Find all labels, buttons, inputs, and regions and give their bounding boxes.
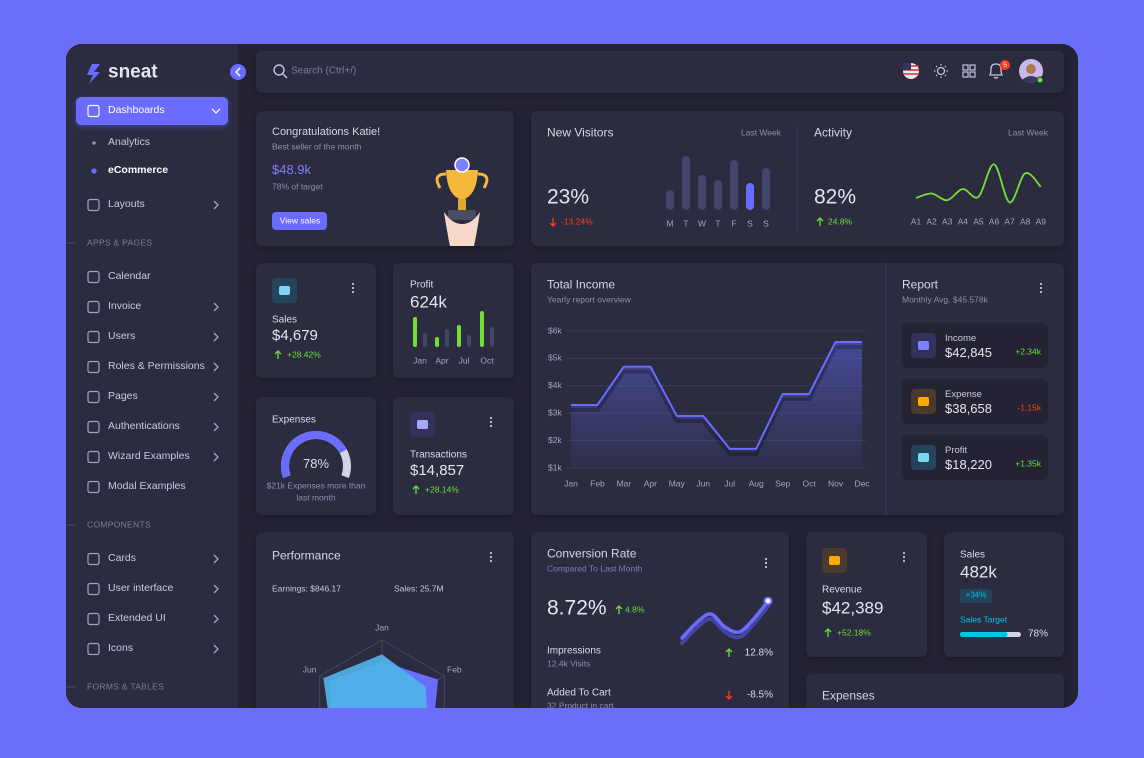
value: 624k: [410, 292, 447, 312]
card-title: Report: [902, 277, 939, 292]
progress-label: 78%: [1027, 628, 1048, 640]
item-label: Profit: [945, 444, 968, 456]
navbar: [256, 51, 1064, 93]
card-title: Conversion Rate: [547, 546, 637, 561]
item-change: -1.15k: [1017, 402, 1041, 413]
card-title: Expenses: [822, 688, 875, 703]
title: Congratulations Katie!: [272, 125, 381, 138]
menu-item[interactable]: Wizard Examples: [108, 450, 190, 463]
section-title: APPS & PAGES: [87, 237, 153, 248]
value: 8.72%: [547, 596, 607, 620]
label: Sales: [960, 549, 986, 561]
subtitle: Monthly Avg. $45.578k: [902, 294, 988, 305]
value: 23%: [547, 185, 590, 209]
row-sub: 32 Product in cart: [547, 700, 614, 708]
brand: sneat: [108, 61, 158, 83]
change: -13.24%: [561, 216, 593, 227]
change: 4.8%: [625, 604, 645, 615]
row-sub: 12.4k Visits: [547, 658, 591, 669]
value: $42,389: [822, 598, 884, 618]
app-window: 5 M T W T F S S A1 A2 A3 A4 A5 A6 A7 A8 A9 Jan Apr Jul Oct $1…: [66, 44, 1078, 708]
period: Last Week: [1007, 127, 1048, 138]
row-label: Added To Cart: [547, 687, 611, 699]
badge-label: +34%: [965, 590, 987, 600]
active-menu-bg: [76, 97, 228, 125]
menu-item[interactable]: Layouts: [108, 198, 145, 211]
item-value: $38,658: [945, 400, 992, 416]
value: $14,857: [410, 461, 465, 479]
card-title: Total Income: [547, 277, 616, 292]
amount: $48.9k: [272, 161, 312, 177]
menu-item[interactable]: Analytics: [108, 136, 151, 149]
change: +28.14%: [425, 484, 459, 495]
note: $21k Expenses more than last month: [266, 480, 366, 503]
menu-item[interactable]: Modal Examples: [108, 480, 186, 493]
subtitle: Yearly report overview: [547, 294, 631, 305]
label: Revenue: [822, 584, 863, 596]
row-change: 12.8%: [744, 647, 773, 659]
change: 24.8%: [828, 216, 853, 227]
view-sales-button[interactable]: [272, 212, 327, 230]
card-title: Activity: [814, 125, 853, 140]
expenses-summary-card: [806, 674, 1064, 708]
value: $4,679: [272, 326, 318, 344]
item-label: Income: [945, 332, 977, 344]
menu-item[interactable]: Dashboards: [108, 104, 165, 117]
value: 82%: [814, 185, 857, 209]
section-title: FORMS & TABLES: [87, 681, 165, 692]
label: Profit: [410, 279, 434, 291]
row-label: Impressions: [547, 645, 601, 657]
menu-item[interactable]: Pages: [108, 390, 138, 403]
sales: Sales: 25.7M: [394, 583, 444, 594]
change: +28.42%: [287, 349, 321, 360]
label: Sales: [272, 314, 298, 326]
item-value: $42,845: [945, 344, 992, 360]
sidebar: [66, 44, 238, 708]
subtitle: Compared To Last Month: [547, 563, 643, 574]
item-change: +1.35k: [1015, 458, 1041, 469]
item-change: +2.34k: [1015, 346, 1041, 357]
target-label: Sales Target: [960, 614, 1008, 625]
subtitle: Best seller of the month: [272, 141, 362, 152]
section-title: COMPONENTS: [87, 519, 151, 530]
menu-item[interactable]: Roles & Permissions: [108, 360, 205, 373]
card-title: Performance: [272, 548, 341, 563]
menu-item[interactable]: Users: [108, 330, 136, 343]
card-title: New Visitors: [547, 125, 614, 140]
row-change: -8.5%: [746, 689, 773, 701]
menu-item[interactable]: eCommerce: [108, 164, 169, 177]
search-input[interactable]: Search (Ctrl+/): [291, 65, 357, 77]
target: 78% of target: [272, 181, 323, 192]
label: Expenses: [272, 414, 316, 426]
item-label: Expense: [945, 388, 982, 400]
button-label[interactable]: View sales: [279, 215, 321, 226]
menu-item[interactable]: Extended UI: [108, 612, 166, 625]
period: Last Week: [740, 127, 781, 138]
menu-item[interactable]: Authentications: [108, 420, 180, 433]
menu-item[interactable]: Invoice: [108, 300, 142, 313]
earnings: Earnings: $846.17: [272, 583, 341, 594]
menu-item[interactable]: Calendar: [108, 270, 151, 283]
change: +52.18%: [837, 627, 871, 638]
menu-item[interactable]: User interface: [108, 582, 174, 595]
item-value: $18,220: [945, 456, 992, 472]
value: 482k: [960, 562, 997, 582]
menu-item[interactable]: Cards: [108, 552, 137, 565]
menu-item[interactable]: Icons: [108, 642, 134, 655]
badge: [960, 589, 992, 603]
label: Transactions: [410, 449, 467, 461]
gauge-label: 78%: [302, 455, 330, 471]
